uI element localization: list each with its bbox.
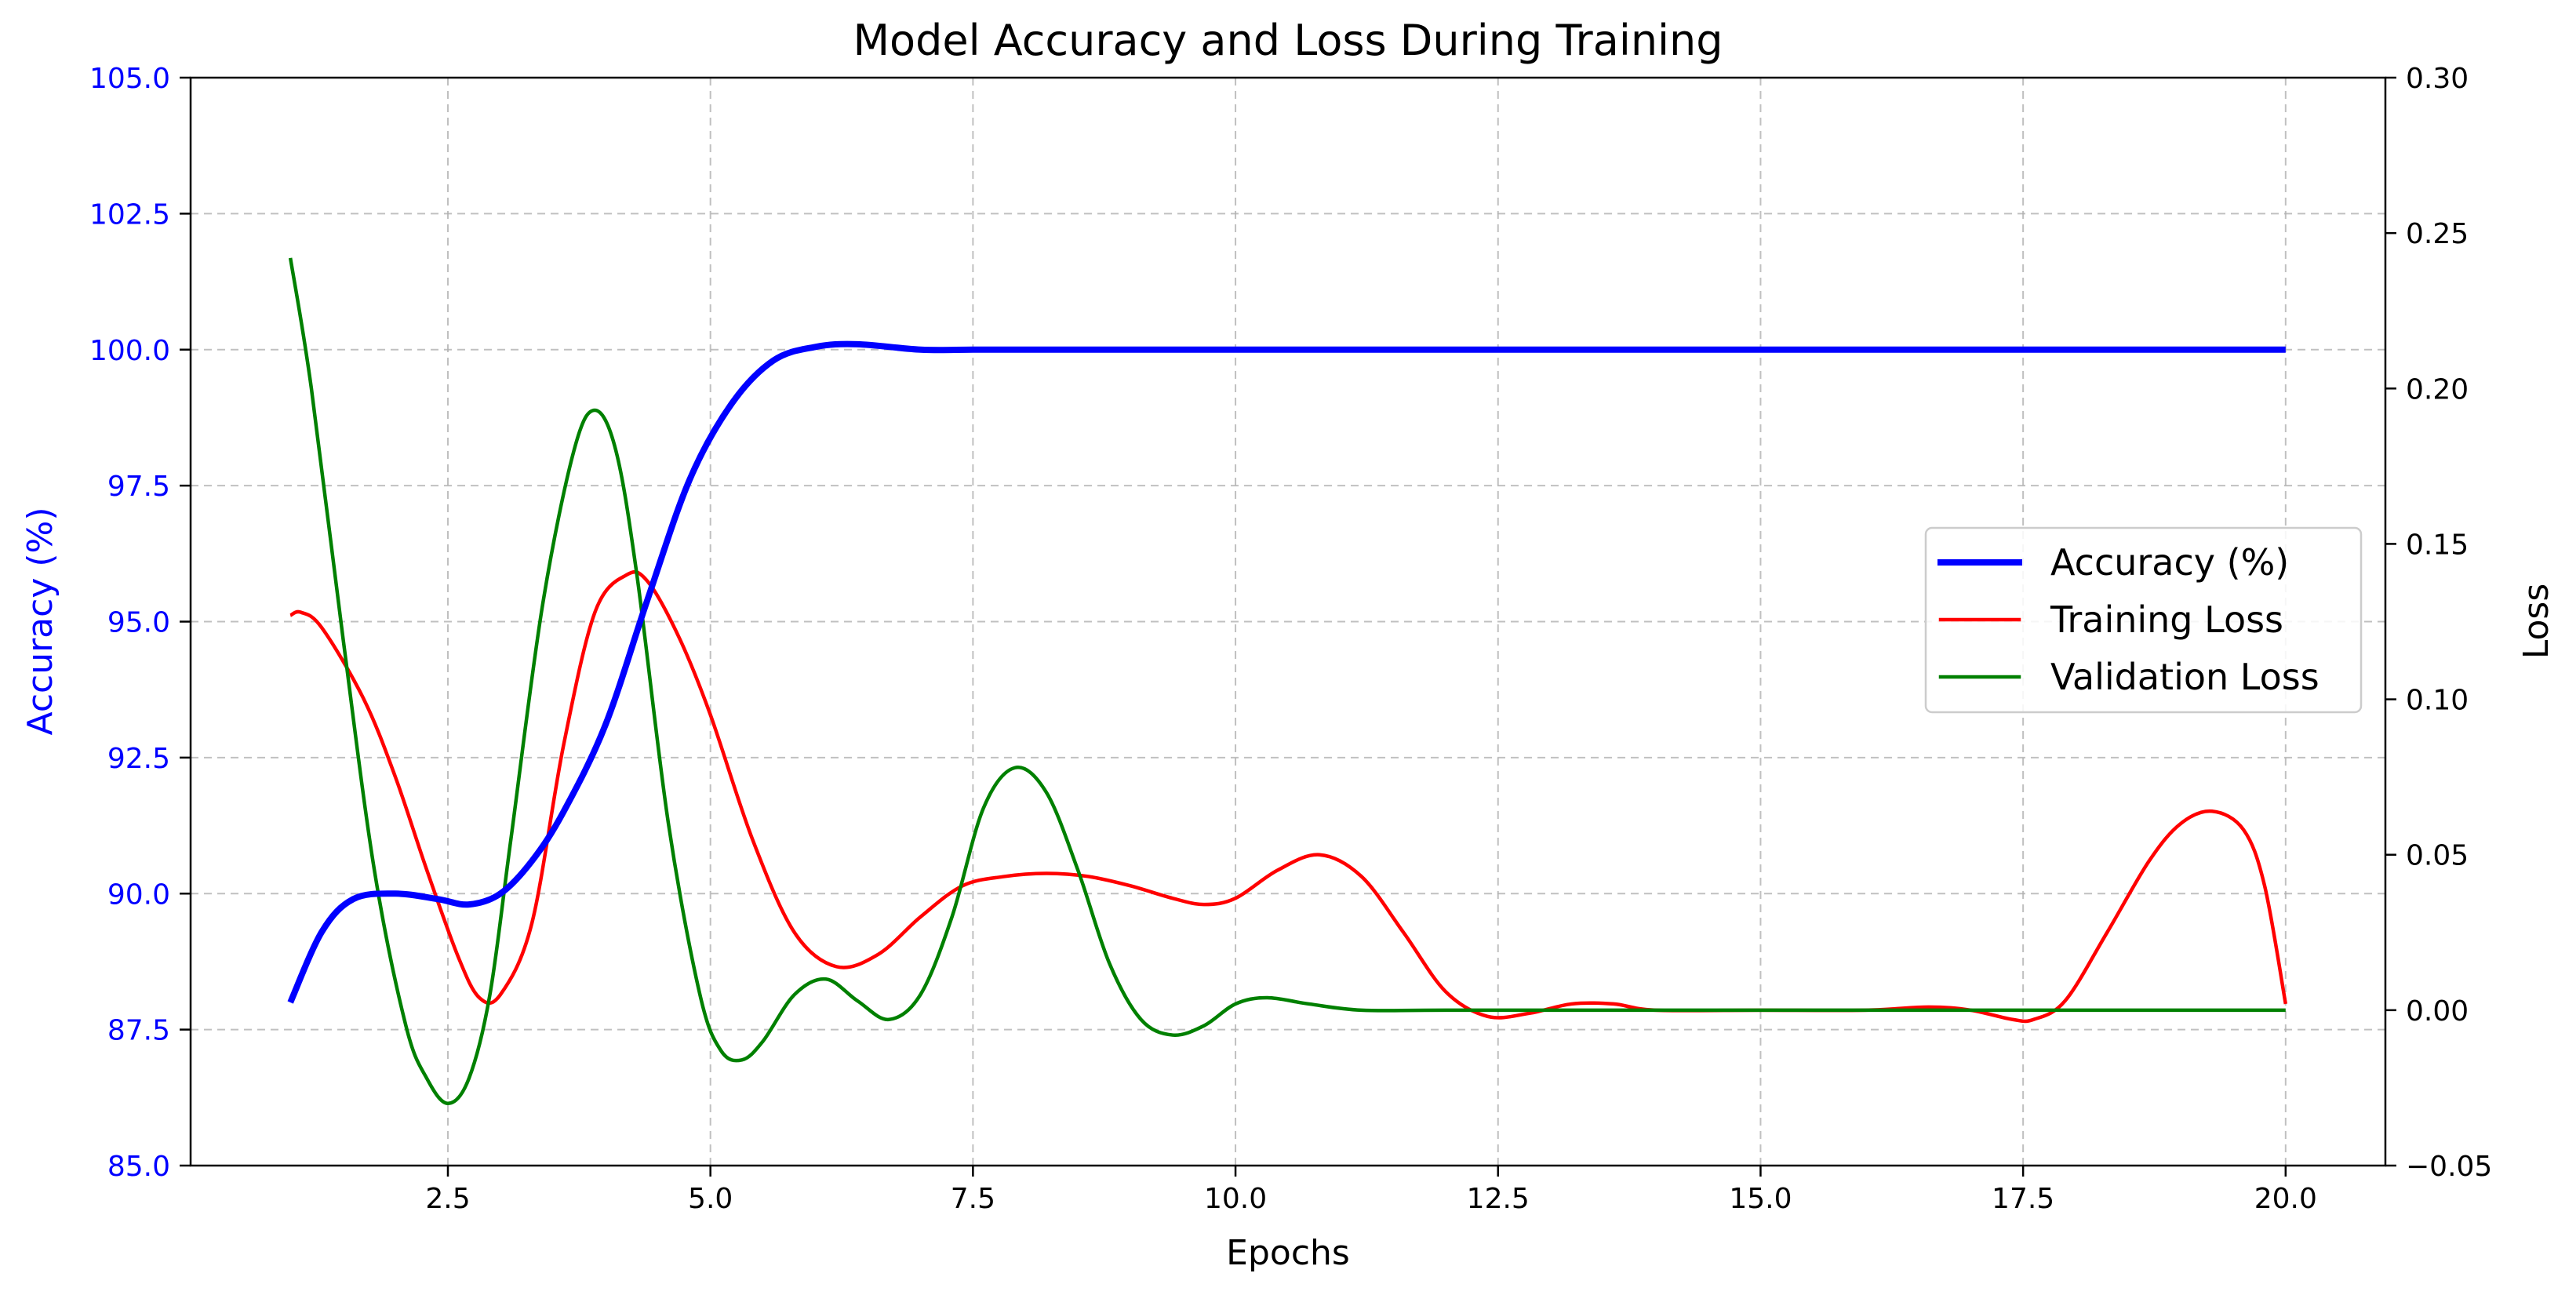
y-axis-left: 85.0 87.5 90.0 92.5 95.0 97.5 100.0 102.5 105.0 xyxy=(89,63,191,1183)
legend-label-validation-loss: Validation Loss xyxy=(2050,656,2319,698)
y-left-tick-label-100-0: 100.0 xyxy=(89,335,170,367)
y-right-tick-label-0-05: 0.05 xyxy=(2406,840,2469,872)
x-tick-label-5-0: 5.0 xyxy=(688,1183,733,1215)
series-line-accuracy xyxy=(287,340,2286,1004)
x-tick-label-2-5: 2.5 xyxy=(425,1183,470,1215)
x-tick-label-20-0: 20.0 xyxy=(2254,1183,2317,1215)
y-left-tick-label-87-5: 87.5 xyxy=(107,1015,170,1047)
y-left-tick-label-95-0: 95.0 xyxy=(107,607,170,639)
x-tick-label-10-0: 10.0 xyxy=(1204,1183,1267,1215)
x-axis-title: Epochs xyxy=(1226,1233,1350,1273)
y-right-tick-label-0-10: 0.10 xyxy=(2406,685,2469,717)
series-line-validation-loss xyxy=(288,257,2286,1105)
legend-label-accuracy: Accuracy (%) xyxy=(2050,541,2289,584)
legend-box xyxy=(1924,526,2363,714)
series-layer xyxy=(287,257,2288,1105)
y-right-tick-label-0-05: −0.05 xyxy=(2406,1151,2492,1183)
y-right-tick-label-0-00: 0.00 xyxy=(2406,995,2469,1028)
x-tick-label-17-5: 17.5 xyxy=(1992,1183,2054,1215)
y-right-tick-label-0-20: 0.20 xyxy=(2406,373,2469,406)
x-tick-label-15-0: 15.0 xyxy=(1729,1183,1792,1215)
y-left-tick-label-102-5: 102.5 xyxy=(89,198,170,231)
y-axis-right-title: Loss xyxy=(2516,584,2556,660)
x-axis: 2.5 5.0 7.5 10.0 12.5 15.0 17.5 20.0 xyxy=(425,1166,2317,1215)
y-axis-left-title: Accuracy (%) xyxy=(20,507,60,735)
y-right-tick-label-0-30: 0.30 xyxy=(2406,63,2469,95)
x-tick-label-7-5: 7.5 xyxy=(951,1183,995,1215)
y-left-tick-label-92-5: 92.5 xyxy=(107,743,170,775)
x-tick-label-12-5: 12.5 xyxy=(1467,1183,1530,1215)
chart-title: Model Accuracy and Loss During Training xyxy=(853,16,1723,65)
y-left-tick-label-97-5: 97.5 xyxy=(107,471,170,503)
y-axis-right: −0.05 0.00 0.05 0.10 0.15 0.20 0.25 0.30 xyxy=(2385,63,2492,1183)
y-left-tick-label-105-0: 105.0 xyxy=(89,63,170,95)
series-line-training-loss xyxy=(289,569,2288,1024)
y-right-tick-label-0-25: 0.25 xyxy=(2406,218,2469,250)
y-left-tick-label-85-0: 85.0 xyxy=(107,1151,170,1183)
y-right-tick-label-0-15: 0.15 xyxy=(2406,529,2469,561)
legend: Accuracy (%) Training Loss Validation Lo… xyxy=(1924,526,2363,714)
legend-label-training-loss: Training Loss xyxy=(2050,598,2283,641)
y-left-tick-label-90-0: 90.0 xyxy=(107,878,170,911)
